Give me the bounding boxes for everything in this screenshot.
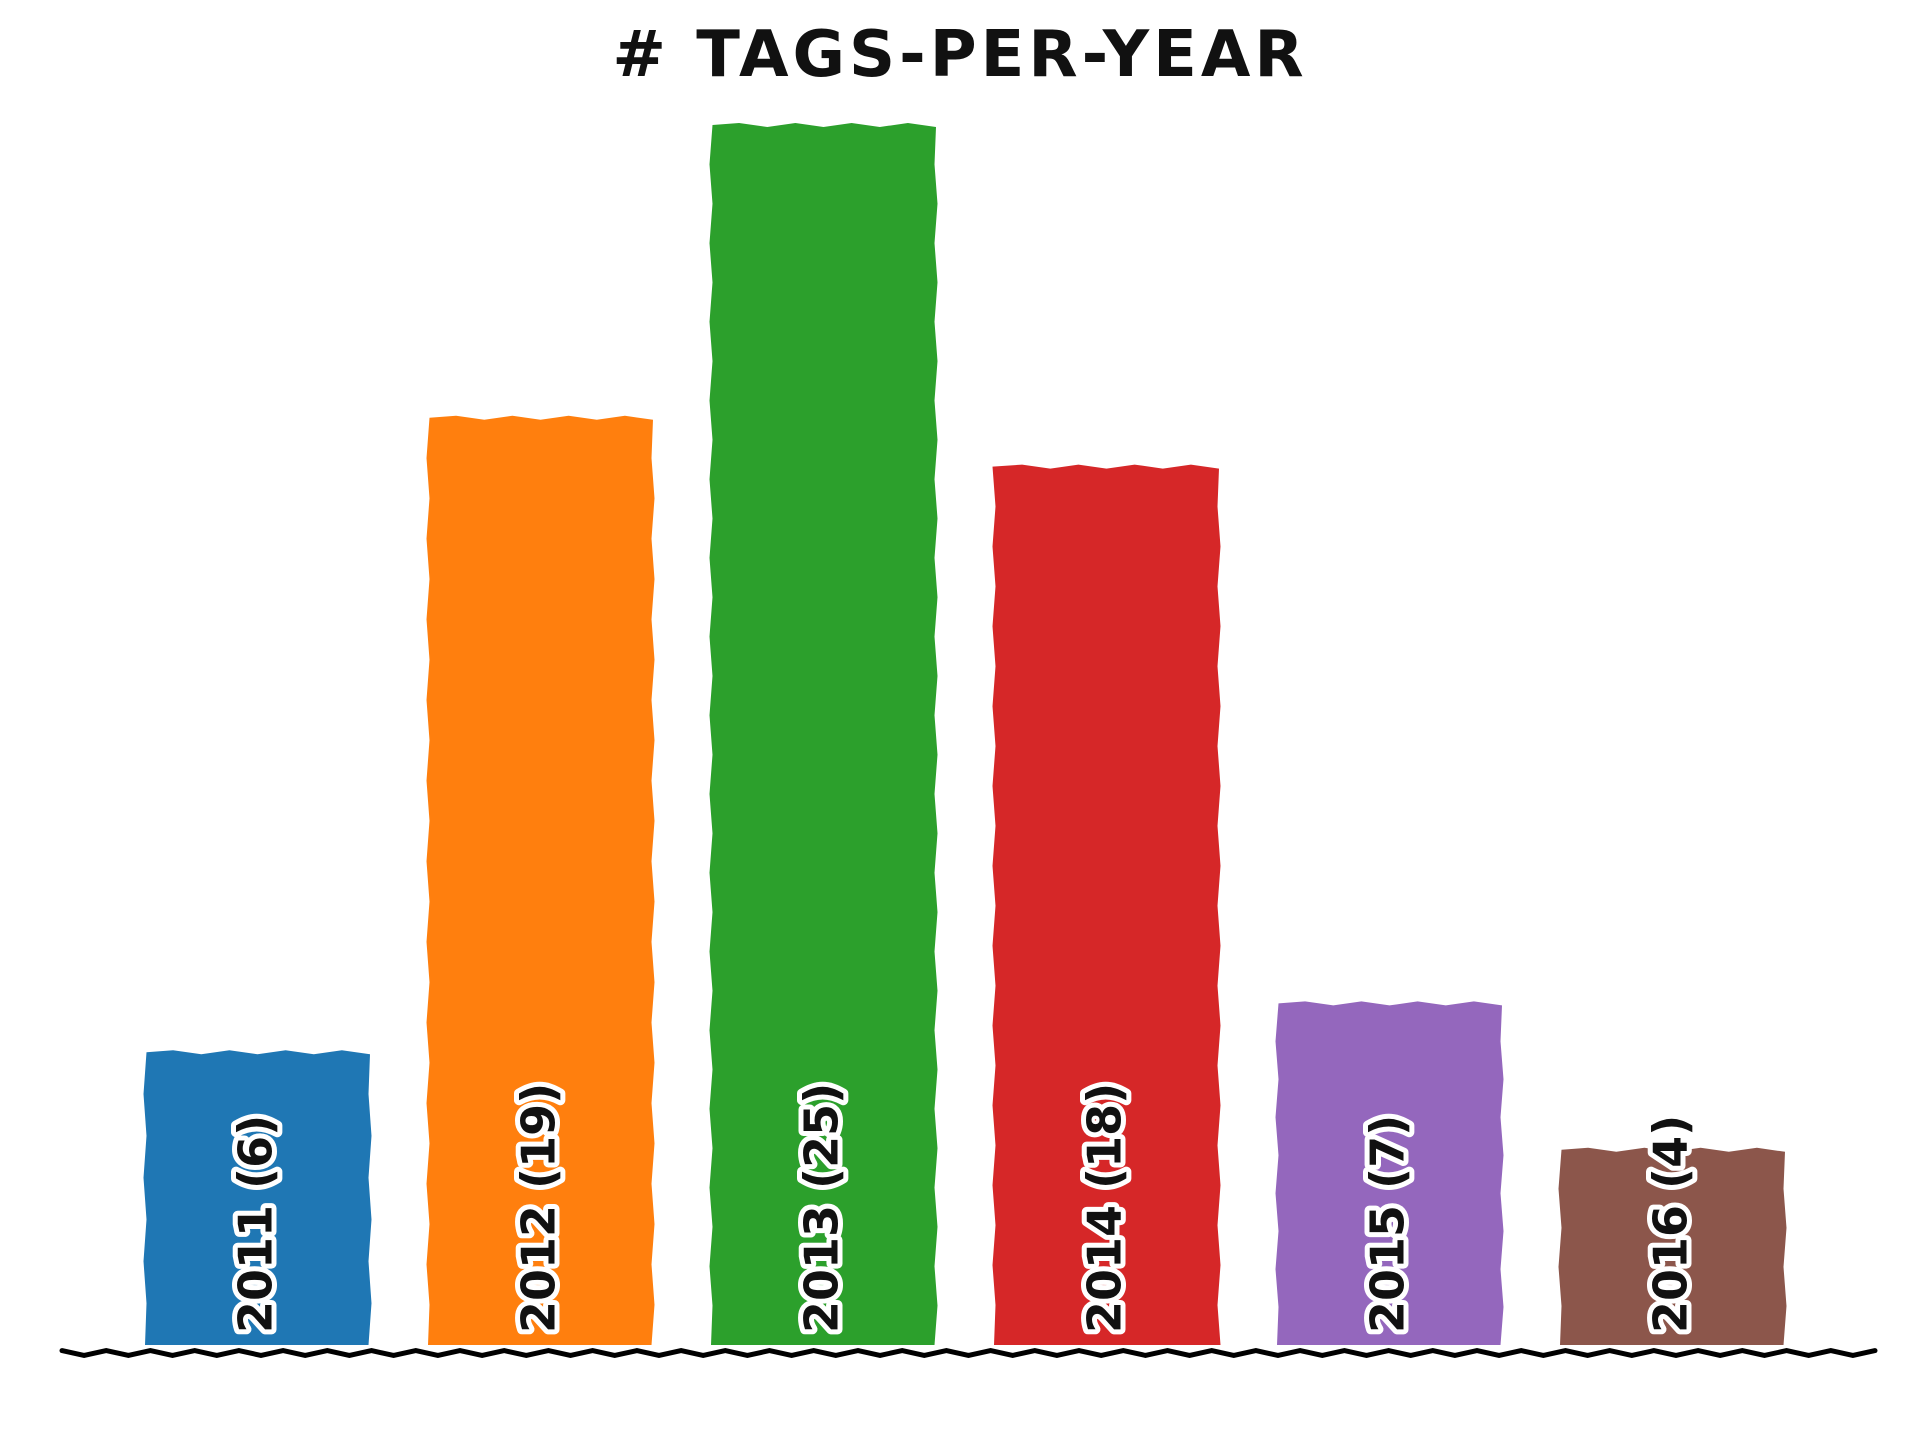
bar-label-2015: 2015 (7) [1361,1115,1415,1333]
bar-2012 [426,415,655,1345]
bar-2015 [1275,1001,1504,1345]
bar-label-2016: 2016 (4) [1644,1115,1698,1333]
chart-title: # tags-per-year [612,18,1308,92]
bar-label-2011: 2011 (6) [229,1115,283,1333]
bar-label-2012: 2012 (19) [512,1083,566,1333]
bar-labels-group: 2011 (6) 2012 (19) 2013 (25) 2014 (18) 2015 … [224,1078,1703,1338]
bar-2016 [1558,1147,1787,1345]
bar-2013 [709,123,938,1345]
bar-label-2014: 2014 (18) [1078,1083,1132,1333]
x-axis-baseline [59,1348,1878,1358]
bar-2011 [143,1050,372,1345]
bars-group [143,123,1787,1346]
bar-2014 [992,464,1221,1346]
bar-label-2013: 2013 (25) [795,1083,849,1333]
